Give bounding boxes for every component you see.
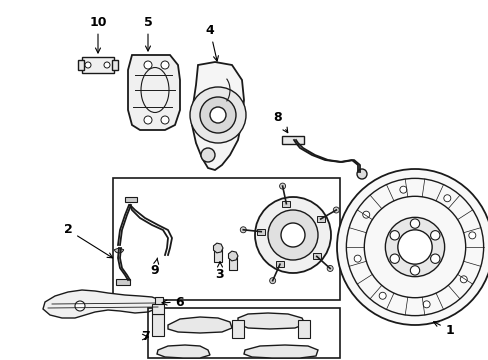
Text: 10: 10 bbox=[89, 15, 106, 53]
Polygon shape bbox=[43, 290, 160, 318]
Circle shape bbox=[389, 254, 399, 264]
Circle shape bbox=[443, 195, 450, 202]
Bar bbox=[112, 60, 118, 70]
Circle shape bbox=[409, 266, 419, 275]
Text: 1: 1 bbox=[433, 322, 453, 337]
Circle shape bbox=[353, 255, 361, 262]
Circle shape bbox=[385, 217, 444, 276]
Bar bbox=[282, 136, 304, 144]
Polygon shape bbox=[168, 317, 231, 333]
Polygon shape bbox=[192, 62, 244, 170]
Bar bbox=[231, 320, 244, 338]
Bar bbox=[228, 256, 237, 270]
Bar bbox=[148, 308, 339, 358]
Bar bbox=[125, 197, 137, 202]
Circle shape bbox=[161, 116, 169, 124]
Circle shape bbox=[190, 87, 245, 143]
Bar bbox=[113, 178, 339, 300]
Circle shape bbox=[267, 210, 317, 260]
Circle shape bbox=[326, 265, 332, 271]
Circle shape bbox=[254, 197, 330, 273]
Bar bbox=[152, 314, 163, 336]
Circle shape bbox=[468, 232, 475, 239]
Circle shape bbox=[279, 183, 285, 189]
Polygon shape bbox=[213, 243, 223, 253]
Circle shape bbox=[85, 62, 91, 68]
Circle shape bbox=[161, 61, 169, 69]
Bar bbox=[155, 297, 163, 307]
Bar bbox=[78, 60, 84, 70]
Circle shape bbox=[459, 276, 467, 283]
Bar bbox=[116, 279, 130, 285]
Polygon shape bbox=[244, 345, 317, 358]
Bar bbox=[275, 261, 284, 267]
Bar bbox=[312, 253, 320, 260]
Polygon shape bbox=[157, 345, 209, 358]
Circle shape bbox=[201, 148, 215, 162]
Circle shape bbox=[200, 97, 236, 133]
Circle shape bbox=[430, 231, 439, 240]
Circle shape bbox=[209, 107, 225, 123]
Circle shape bbox=[269, 278, 275, 284]
Circle shape bbox=[409, 219, 419, 228]
Circle shape bbox=[333, 207, 339, 213]
Circle shape bbox=[362, 211, 369, 218]
Bar bbox=[316, 216, 324, 222]
Bar bbox=[152, 304, 163, 314]
Circle shape bbox=[240, 227, 246, 233]
Text: 9: 9 bbox=[150, 258, 159, 276]
Bar bbox=[82, 57, 114, 73]
Bar bbox=[214, 248, 222, 262]
Circle shape bbox=[143, 61, 152, 69]
Circle shape bbox=[356, 169, 366, 179]
Wedge shape bbox=[114, 248, 123, 253]
Text: 4: 4 bbox=[205, 23, 218, 61]
Polygon shape bbox=[238, 313, 305, 329]
Bar bbox=[257, 229, 264, 235]
Circle shape bbox=[399, 186, 406, 193]
Circle shape bbox=[336, 169, 488, 325]
Text: 2: 2 bbox=[63, 224, 112, 258]
Circle shape bbox=[389, 231, 399, 240]
Circle shape bbox=[397, 230, 431, 264]
Bar bbox=[297, 320, 309, 338]
Text: 6: 6 bbox=[162, 296, 184, 309]
Circle shape bbox=[75, 301, 85, 311]
Bar bbox=[282, 201, 290, 207]
Circle shape bbox=[143, 116, 152, 124]
Text: 5: 5 bbox=[143, 15, 152, 51]
Circle shape bbox=[430, 254, 439, 264]
Text: 8: 8 bbox=[273, 112, 287, 132]
Polygon shape bbox=[228, 251, 238, 261]
Text: 7: 7 bbox=[141, 330, 149, 343]
Circle shape bbox=[281, 223, 305, 247]
Circle shape bbox=[378, 292, 386, 299]
Text: 3: 3 bbox=[215, 262, 224, 282]
Circle shape bbox=[104, 62, 110, 68]
Polygon shape bbox=[128, 55, 180, 130]
Circle shape bbox=[422, 301, 429, 308]
